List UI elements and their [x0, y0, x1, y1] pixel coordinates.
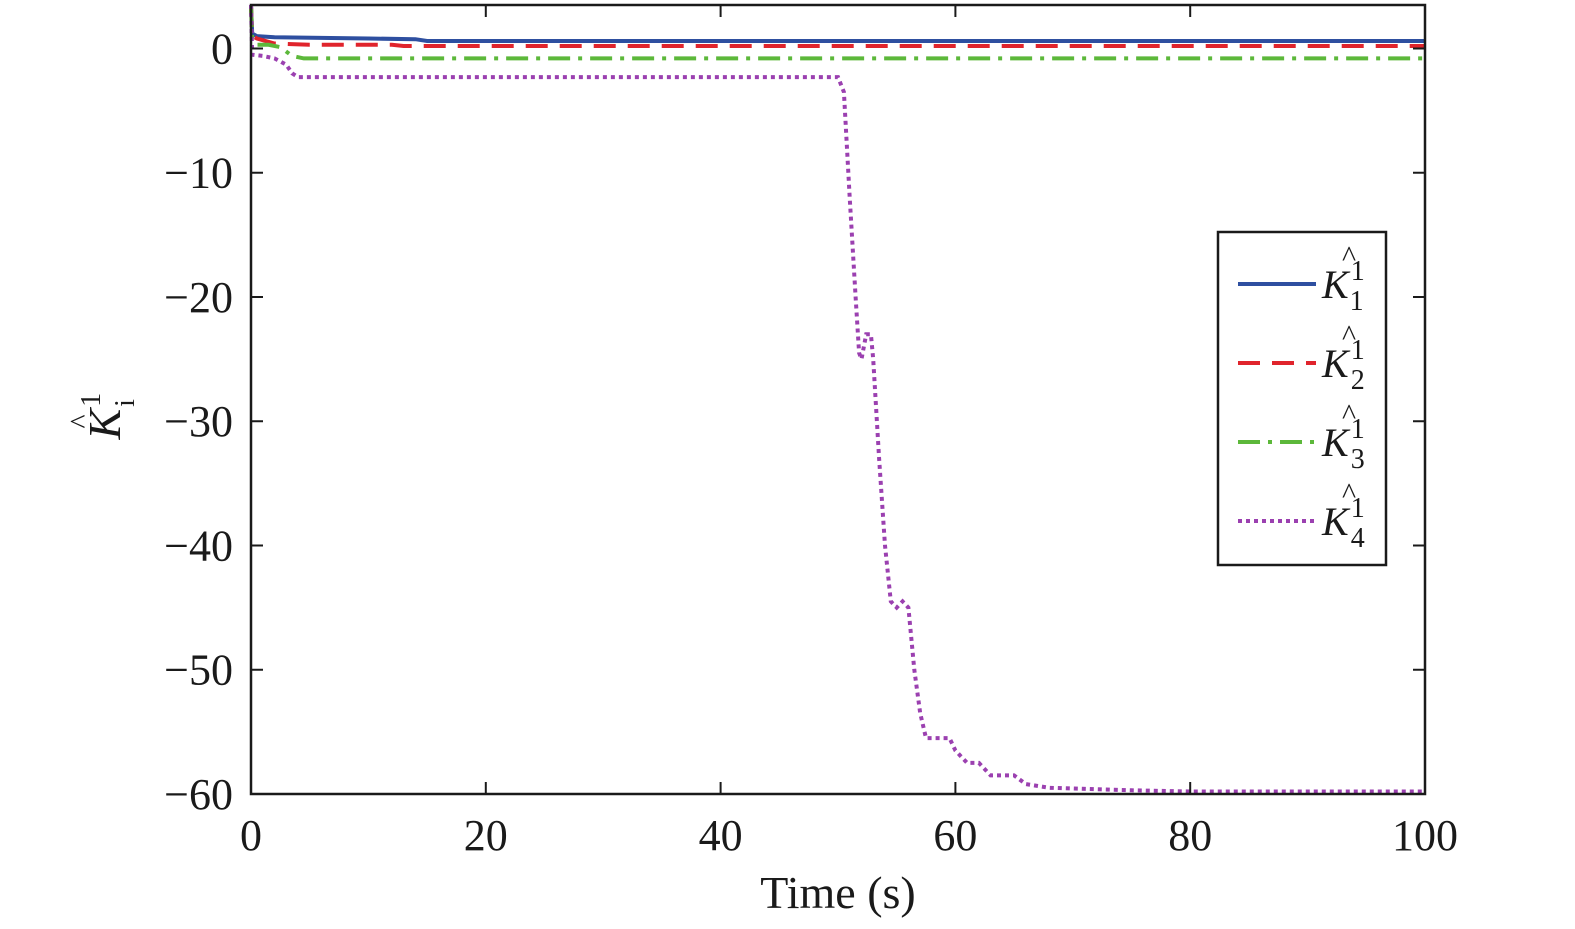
- y-axis-title-subscript: i: [110, 399, 141, 407]
- legend: ^K1 1^K1 2^K1 3^K1 4: [1216, 230, 1388, 567]
- series-line-1: [249, 4, 1425, 43]
- legend-label-2: K1 2: [1321, 335, 1365, 396]
- y-axis-title-base: K: [79, 407, 130, 441]
- y-axis-title-hat: ^: [64, 414, 97, 428]
- x-tick-label: 0: [240, 811, 262, 860]
- x-tick-label: 60: [933, 811, 977, 860]
- legend-hat-4: ^: [1342, 477, 1356, 510]
- y-tick-label: −50: [164, 646, 233, 695]
- y-tick-label: −30: [164, 397, 233, 446]
- legend-box: [1216, 230, 1388, 567]
- legend-label-3: K1 3: [1321, 414, 1365, 475]
- x-tick-label: 20: [464, 811, 508, 860]
- series-line-2: [249, 4, 1425, 48]
- y-tick-label: 0: [211, 24, 233, 73]
- legend-label-1: K1 1: [1321, 256, 1364, 317]
- series-layer: [249, 4, 1425, 794]
- y-tick-label: −40: [164, 521, 233, 570]
- y-tick-label: −20: [164, 273, 233, 322]
- x-tick-label: 80: [1168, 811, 1212, 860]
- series-line-3: [249, 4, 1425, 61]
- y-axis-title-superscript: 1: [76, 393, 107, 407]
- y-tick-label: −60: [164, 770, 233, 819]
- x-tick-label: 100: [1392, 811, 1458, 860]
- legend-label-4: K1 4: [1321, 493, 1365, 554]
- y-tick-label: −10: [164, 149, 233, 198]
- plot-frame: [249, 3, 1427, 796]
- legend-hat-3: ^: [1342, 398, 1356, 431]
- y-axis-title: K1 i ^: [64, 393, 141, 441]
- svg-text:K1i: K1 i: [76, 393, 141, 441]
- x-axis-title: Time (s): [760, 867, 916, 918]
- legend-hat-2: ^: [1342, 319, 1356, 352]
- x-tick-label: 40: [699, 811, 743, 860]
- legend-hat-1: ^: [1342, 240, 1356, 273]
- ticks-layer: 0 20 40 60 80 100 0 −10 −20 −30 −40 −50 −60: [164, 5, 1458, 860]
